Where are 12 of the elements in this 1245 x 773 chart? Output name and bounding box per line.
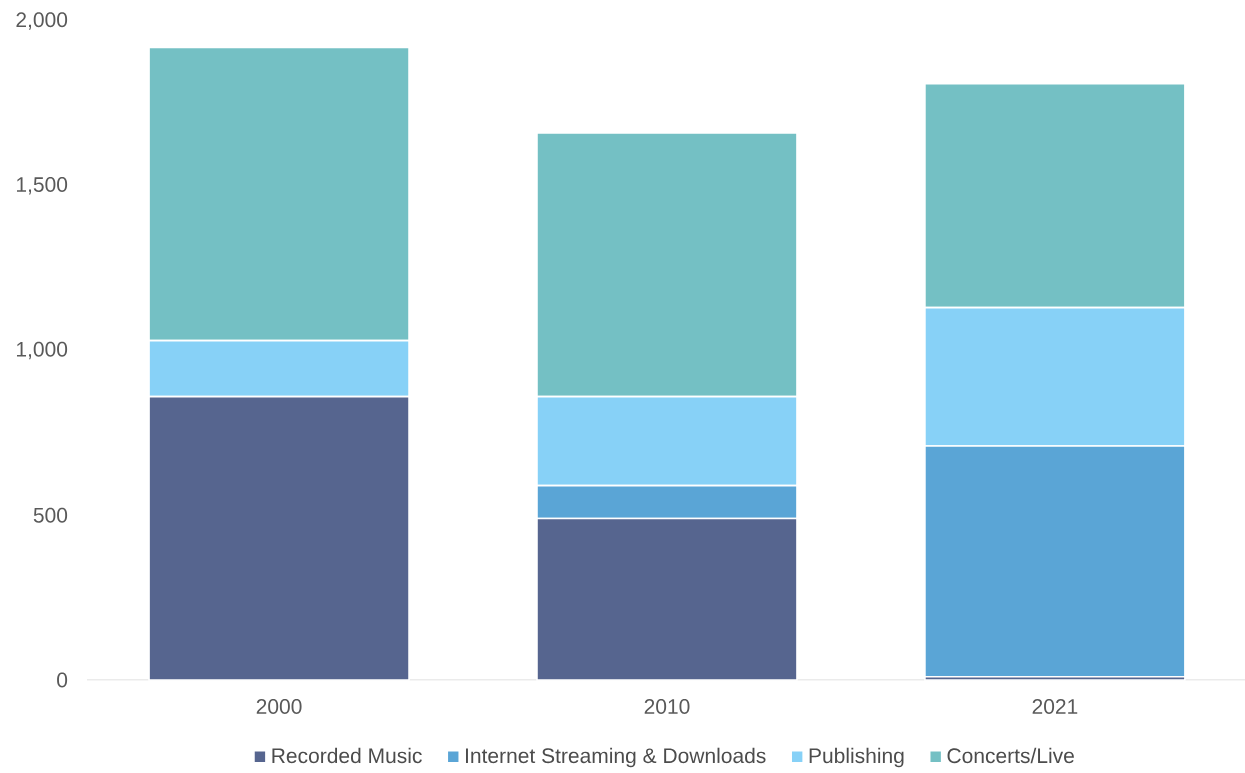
y-tick-label: 2,000 bbox=[16, 12, 68, 30]
legend-label: Internet Streaming & Downloads bbox=[466, 747, 766, 768]
x-tick-label: 2021 bbox=[1032, 699, 1078, 714]
y-tick-label: 1,500 bbox=[16, 177, 68, 195]
legend-label: Publishing bbox=[809, 747, 904, 768]
x-tick-label: 2000 bbox=[256, 699, 302, 714]
y-tick-label: 500 bbox=[33, 507, 68, 523]
legend-label: Recorded Music bbox=[272, 747, 422, 764]
x-tick-label: 2010 bbox=[644, 699, 690, 714]
y-tick-label: 0 bbox=[57, 672, 68, 688]
y-tick-label: 1,000 bbox=[16, 341, 68, 360]
legend-label: Concerts/Live bbox=[947, 747, 1074, 764]
